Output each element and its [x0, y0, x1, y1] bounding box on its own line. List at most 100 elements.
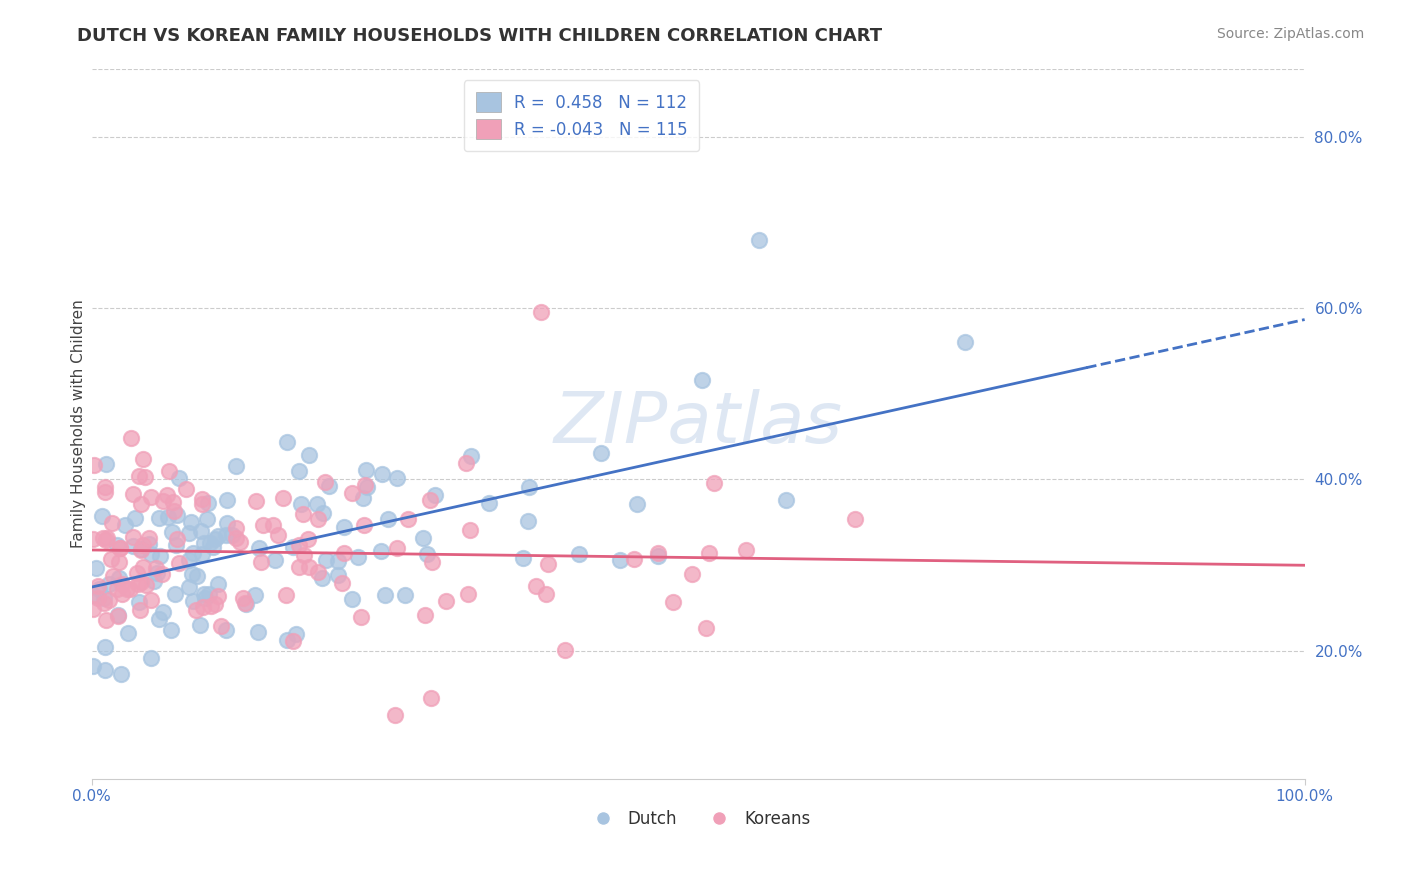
Point — [198, 536, 221, 550]
Point — [281, 540, 304, 554]
Point — [142, 574, 165, 589]
Point — [128, 594, 150, 608]
Point — [288, 559, 311, 574]
Point — [110, 667, 132, 681]
Point — [413, 607, 436, 622]
Point — [263, 553, 285, 567]
Point — [193, 536, 215, 550]
Point — [139, 593, 162, 607]
Point — [568, 547, 591, 561]
Point — [735, 542, 758, 557]
Point — [354, 477, 377, 491]
Point — [353, 518, 375, 533]
Point — [690, 373, 713, 387]
Point — [354, 463, 377, 477]
Point — [110, 541, 132, 556]
Point — [121, 487, 143, 501]
Point — [93, 596, 115, 610]
Point — [233, 596, 256, 610]
Point — [333, 520, 356, 534]
Point — [132, 451, 155, 466]
Point — [478, 496, 501, 510]
Point — [93, 485, 115, 500]
Point — [190, 497, 212, 511]
Y-axis label: Family Households with Children: Family Households with Children — [72, 300, 86, 548]
Point — [114, 517, 136, 532]
Point — [107, 609, 129, 624]
Point — [370, 467, 392, 481]
Point — [276, 434, 298, 449]
Point — [529, 305, 551, 319]
Point — [149, 549, 172, 563]
Point — [138, 537, 160, 551]
Point — [953, 335, 976, 350]
Point — [132, 560, 155, 574]
Point — [82, 602, 104, 616]
Point — [307, 565, 329, 579]
Point — [176, 483, 198, 497]
Point — [647, 549, 669, 564]
Point — [290, 497, 312, 511]
Point — [105, 537, 128, 551]
Point — [120, 431, 142, 445]
Point — [512, 551, 534, 566]
Point — [115, 582, 138, 596]
Point — [385, 541, 408, 555]
Point — [194, 591, 217, 606]
Point — [108, 555, 131, 569]
Point — [232, 591, 254, 606]
Point — [330, 575, 353, 590]
Point — [589, 446, 612, 460]
Point — [460, 449, 482, 463]
Point — [146, 566, 169, 580]
Point — [352, 491, 374, 505]
Point — [188, 617, 211, 632]
Point — [167, 471, 190, 485]
Point — [167, 556, 190, 570]
Point — [340, 592, 363, 607]
Point — [235, 597, 257, 611]
Point — [283, 634, 305, 648]
Point — [347, 550, 370, 565]
Point — [377, 511, 399, 525]
Point — [297, 532, 319, 546]
Point — [314, 475, 336, 489]
Point — [186, 569, 208, 583]
Point — [374, 588, 396, 602]
Point — [297, 448, 319, 462]
Point — [179, 553, 201, 567]
Point — [160, 525, 183, 540]
Point — [193, 599, 215, 614]
Point — [163, 587, 186, 601]
Point — [190, 524, 212, 538]
Point — [111, 587, 134, 601]
Point — [94, 533, 117, 547]
Legend: Dutch, Koreans: Dutch, Koreans — [579, 803, 817, 835]
Point — [225, 521, 247, 535]
Point — [134, 470, 156, 484]
Point — [526, 579, 548, 593]
Point — [190, 491, 212, 506]
Point — [420, 690, 443, 705]
Point — [681, 566, 703, 581]
Point — [98, 577, 121, 591]
Point — [326, 553, 349, 567]
Point — [207, 589, 229, 603]
Point — [703, 476, 725, 491]
Point — [370, 544, 392, 558]
Point — [458, 524, 481, 538]
Point — [160, 623, 183, 637]
Point — [457, 587, 479, 601]
Point — [129, 603, 152, 617]
Point — [135, 578, 157, 592]
Point — [350, 610, 373, 624]
Point — [156, 488, 179, 502]
Point — [537, 557, 560, 571]
Point — [647, 545, 669, 559]
Point — [180, 515, 202, 529]
Point — [200, 599, 222, 613]
Point — [396, 512, 419, 526]
Point — [111, 577, 134, 591]
Point — [108, 541, 131, 556]
Point — [107, 608, 129, 623]
